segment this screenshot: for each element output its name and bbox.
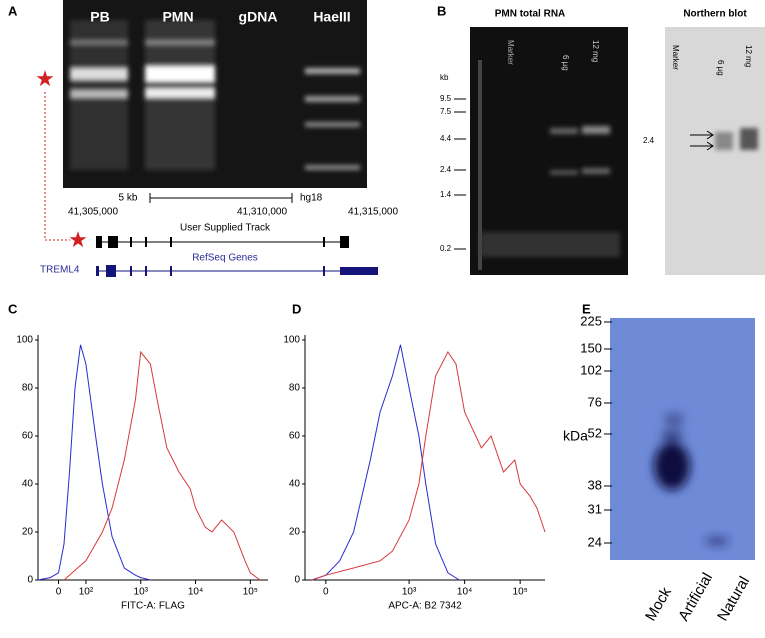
gene-label: TREML4 (40, 265, 80, 276)
y-tick-label: 100 (283, 335, 300, 346)
gel-bands (480, 126, 620, 257)
x-tick-label: 0 (323, 587, 329, 598)
y-tick-label: 60 (289, 431, 301, 442)
curve (311, 344, 460, 581)
lane-label: Marker (671, 45, 680, 70)
blot-bands (715, 128, 758, 150)
blot-bands (654, 412, 729, 544)
curve (37, 344, 151, 581)
lane-label: 6 µg (561, 55, 570, 71)
panel-label: C (8, 301, 18, 316)
y-tick-label: 100 (16, 335, 33, 346)
blot-image (665, 27, 765, 275)
y-tick-label: 40 (289, 479, 301, 490)
lane-label: PB (90, 9, 109, 25)
lane-label: PMN (162, 9, 193, 25)
unit-label: kDa (563, 428, 588, 444)
size-label: 1.4 (440, 190, 452, 199)
panel-title: PMN total RNA (495, 9, 566, 20)
y-tick-label: 40 (22, 479, 34, 490)
size-label: 24 (588, 534, 602, 549)
unit-label: kb (440, 73, 449, 82)
arrows (690, 130, 714, 151)
star-icon: ★ (68, 227, 88, 252)
track-label: RefSeq Genes (192, 253, 258, 264)
size-label: 7.5 (440, 107, 452, 116)
x-tick-label: 10⁴ (457, 587, 472, 598)
size-label: 2.4 (440, 165, 452, 174)
lane-label: Marker (506, 40, 515, 65)
y-tick-label: 0 (294, 575, 300, 586)
coordinate: 41,305,000 (68, 207, 118, 218)
scale-label: 5 kb (119, 193, 138, 204)
lane-label: 12 mg (591, 40, 600, 62)
marker-ladder (478, 60, 482, 270)
coordinate: 41,310,000 (237, 207, 287, 218)
star-icon: ★ (35, 66, 55, 91)
size-label: 38 (588, 477, 602, 492)
y-tick-label: 80 (289, 383, 301, 394)
lane-label: HaeIII (313, 9, 350, 25)
curve (311, 351, 546, 581)
assembly-label: hg18 (300, 193, 323, 204)
y-tick-label: 0 (27, 575, 33, 586)
refseq-track (96, 265, 378, 277)
size-ticks (604, 321, 612, 544)
x-axis-label: FITC-A: FLAG (121, 601, 185, 612)
x-tick-label: 10⁴ (188, 587, 203, 598)
lane-label: 12 mg (744, 45, 753, 67)
panel-label: A (8, 3, 18, 18)
size-label: 52 (588, 425, 602, 440)
size-label: 150 (580, 340, 602, 355)
lane-label: gDNA (239, 9, 278, 25)
size-label: 9.5 (440, 94, 452, 103)
gel-bands (70, 20, 360, 170)
lane-label: Natural (714, 574, 753, 624)
size-label: 31 (588, 501, 602, 516)
lane-label: Artificial (675, 570, 716, 624)
size-label: 2.4 (643, 136, 655, 145)
lane-label: Mock (642, 584, 675, 624)
size-labels: 225 150 102 76 52 38 31 24 (580, 313, 602, 549)
panel-label: B (437, 3, 446, 18)
connector (44, 92, 70, 241)
panel-title: Northern blot (683, 9, 747, 20)
panel-label: D (292, 301, 301, 316)
size-label: 4.4 (440, 134, 452, 143)
x-tick-label: 10² (79, 587, 94, 598)
y-tick-label: 20 (289, 527, 301, 538)
size-label: 225 (580, 313, 602, 328)
y-tick-label: 20 (22, 527, 34, 538)
x-tick-label: 10³ (134, 587, 149, 598)
lane-label: 6 µg (716, 60, 725, 76)
y-tick-label: 60 (22, 431, 34, 442)
blot-image (610, 318, 755, 560)
size-label: 0.2 (440, 244, 452, 253)
coordinate: 41,315,000 (348, 207, 398, 218)
size-label: 102 (580, 362, 602, 377)
track-label: User Supplied Track (180, 223, 271, 234)
x-tick-label: 0 (56, 587, 62, 598)
x-tick-label: 10⁵ (513, 587, 528, 598)
curve (63, 350, 261, 581)
x-axis-label: APC-A: B2 7342 (388, 601, 462, 612)
size-label: 76 (588, 394, 602, 409)
y-tick-label: 80 (22, 383, 34, 394)
size-ticks (454, 98, 466, 250)
panel-label: E (582, 301, 591, 316)
x-tick-label: 10³ (402, 587, 417, 598)
user-track (96, 236, 349, 248)
x-tick-label: 10⁵ (243, 587, 258, 598)
